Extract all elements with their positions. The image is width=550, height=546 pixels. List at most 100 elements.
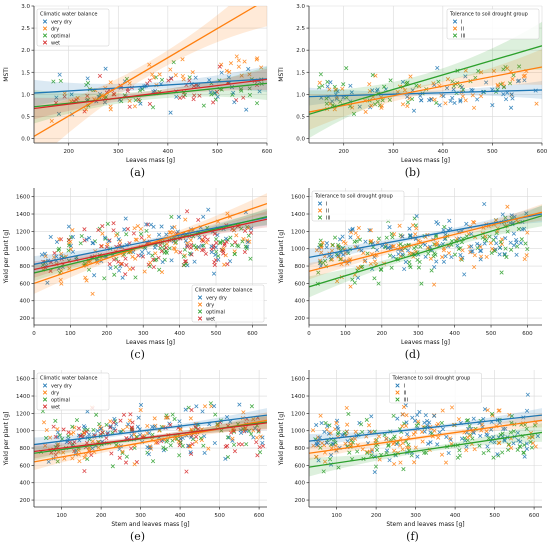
data-point bbox=[499, 241, 505, 247]
data-point bbox=[360, 264, 365, 269]
data-point bbox=[524, 446, 529, 451]
data-point bbox=[180, 435, 185, 441]
data-point bbox=[231, 228, 236, 233]
regression-line bbox=[34, 422, 267, 453]
regression-line bbox=[34, 78, 267, 94]
y-tick-label: 1200 bbox=[291, 229, 305, 235]
data-point bbox=[58, 78, 63, 84]
data-point bbox=[72, 425, 77, 430]
data-point bbox=[163, 446, 168, 452]
data-point bbox=[434, 100, 439, 105]
data-point bbox=[238, 428, 243, 433]
data-point bbox=[118, 264, 123, 269]
data-point bbox=[369, 453, 374, 458]
data-point bbox=[104, 436, 109, 441]
data-point bbox=[47, 435, 53, 440]
data-point bbox=[151, 264, 156, 270]
data-point bbox=[377, 457, 382, 462]
data-point bbox=[460, 94, 465, 99]
data-point bbox=[348, 284, 353, 289]
data-point bbox=[111, 420, 116, 425]
data-point bbox=[471, 430, 476, 435]
data-point bbox=[415, 454, 420, 459]
data-point bbox=[90, 241, 95, 246]
data-point bbox=[462, 272, 467, 277]
data-point bbox=[117, 455, 122, 460]
data-point bbox=[332, 235, 338, 240]
data-point bbox=[465, 435, 470, 440]
data-point bbox=[372, 276, 377, 281]
data-point bbox=[525, 392, 530, 397]
data-point bbox=[152, 416, 157, 421]
data-point bbox=[458, 97, 463, 103]
data-point bbox=[489, 411, 495, 417]
data-point bbox=[159, 224, 164, 229]
data-point bbox=[387, 458, 392, 463]
data-point bbox=[200, 409, 205, 414]
data-point bbox=[459, 85, 464, 90]
data-point bbox=[417, 409, 422, 414]
data-point bbox=[494, 218, 499, 223]
data-point bbox=[384, 436, 389, 441]
data-point bbox=[489, 427, 494, 432]
data-point bbox=[497, 245, 503, 250]
data-point bbox=[129, 426, 135, 431]
data-point bbox=[514, 237, 519, 242]
data-point bbox=[123, 272, 128, 277]
x-axis-label: Stem and leaves mass [g] bbox=[111, 521, 189, 528]
data-point bbox=[128, 446, 134, 451]
data-point bbox=[384, 235, 389, 240]
data-point bbox=[387, 97, 392, 102]
data-point bbox=[485, 444, 490, 449]
data-point bbox=[208, 90, 213, 95]
data-point bbox=[355, 449, 360, 454]
y-tick-label: 1.5 bbox=[296, 70, 305, 76]
data-point bbox=[223, 456, 228, 461]
data-point bbox=[486, 436, 491, 441]
legend-marker bbox=[42, 404, 48, 409]
data-point bbox=[121, 412, 127, 417]
x-tick-label: 300 bbox=[388, 149, 399, 155]
regression-line bbox=[309, 211, 542, 272]
data-point bbox=[350, 226, 355, 231]
data-point bbox=[398, 460, 403, 465]
data-point bbox=[339, 257, 344, 262]
data-point bbox=[365, 450, 370, 456]
data-point bbox=[185, 244, 190, 249]
data-point bbox=[320, 240, 325, 245]
regression-line bbox=[309, 66, 542, 113]
data-point bbox=[114, 422, 119, 427]
data-point bbox=[491, 237, 496, 242]
data-point bbox=[234, 233, 239, 238]
data-point bbox=[168, 110, 173, 115]
data-point bbox=[414, 423, 419, 428]
data-point bbox=[504, 254, 509, 260]
data-point bbox=[400, 102, 406, 107]
data-point bbox=[413, 429, 418, 435]
data-point bbox=[182, 247, 187, 252]
legend-title: Tolerance to soil drought group bbox=[392, 376, 471, 382]
data-point bbox=[86, 267, 92, 272]
data-point bbox=[223, 253, 228, 258]
data-point bbox=[214, 237, 219, 242]
data-point bbox=[367, 88, 372, 94]
data-point bbox=[411, 432, 416, 437]
data-point bbox=[56, 442, 61, 447]
x-tick-label: 200 bbox=[102, 331, 113, 337]
data-point bbox=[150, 459, 156, 464]
data-point bbox=[422, 450, 427, 455]
data-point bbox=[87, 445, 92, 451]
data-point bbox=[53, 434, 58, 440]
data-point bbox=[423, 413, 428, 418]
data-point bbox=[445, 77, 451, 82]
y-tick-label: 2.5 bbox=[21, 26, 30, 32]
data-point bbox=[114, 256, 119, 261]
data-point bbox=[443, 460, 449, 465]
legend-box bbox=[36, 8, 110, 47]
legend-marker bbox=[317, 208, 323, 213]
data-point bbox=[249, 404, 254, 409]
data-point bbox=[372, 259, 378, 264]
data-point bbox=[199, 243, 204, 248]
data-point bbox=[169, 76, 174, 81]
data-point bbox=[503, 215, 508, 220]
